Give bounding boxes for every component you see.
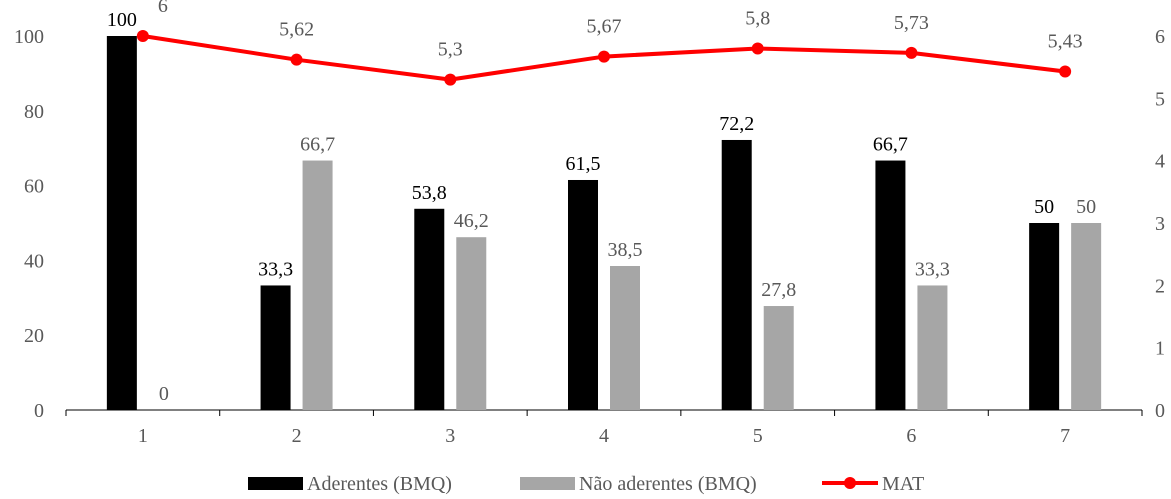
legend: Aderentes (BMQ) Não aderentes (BMQ) MAT xyxy=(248,473,924,495)
data-label-aderentes: 100 xyxy=(107,9,137,31)
bar-aderentes xyxy=(721,139,752,411)
data-label-mat: 5,73 xyxy=(894,12,929,34)
line-series xyxy=(136,30,1072,86)
data-labels: 100 33,3 53,8 61,5 72,2 66,7 50 0 66,7 46,2 38,5 27… xyxy=(107,0,1096,405)
category-label: 4 xyxy=(599,425,609,447)
data-label-nao-aderentes: 0 xyxy=(159,383,169,405)
bar-nao-aderentes xyxy=(456,237,487,410)
bar-nao-aderentes xyxy=(610,266,640,410)
data-label-mat: 5,8 xyxy=(745,7,770,29)
right-tick-label: 0 xyxy=(1155,400,1165,422)
point-mat xyxy=(444,73,457,86)
left-tick-label: 80 xyxy=(24,101,44,123)
category-label: 1 xyxy=(138,425,148,447)
right-tick-label: 1 xyxy=(1155,338,1165,360)
category-labels: 1 2 3 4 5 6 7 xyxy=(138,425,1070,447)
data-label-mat: 6 xyxy=(158,0,168,17)
category-label: 5 xyxy=(753,425,763,447)
bar-aderentes xyxy=(1029,223,1060,410)
bar-aderentes xyxy=(414,208,445,410)
data-label-aderentes: 66,7 xyxy=(873,134,908,156)
point-mat xyxy=(751,42,764,55)
left-axis-ticks: 0 20 40 60 80 100 xyxy=(14,26,44,422)
data-label-aderentes: 72,2 xyxy=(719,113,754,135)
data-label-aderentes: 61,5 xyxy=(566,153,601,175)
point-mat xyxy=(598,50,610,63)
category-label: 6 xyxy=(906,425,916,447)
point-mat xyxy=(290,53,303,66)
legend-label: Aderentes (BMQ) xyxy=(307,473,452,495)
bar-nao-aderentes xyxy=(302,160,333,410)
bar-nao-aderentes xyxy=(763,306,794,410)
left-tick-label: 40 xyxy=(24,250,44,272)
category-label: 7 xyxy=(1060,425,1070,447)
right-tick-label: 2 xyxy=(1155,275,1165,297)
data-label-nao-aderentes: 27,8 xyxy=(761,279,796,301)
left-tick-label: 60 xyxy=(24,176,44,198)
bars xyxy=(106,36,1102,411)
bar-aderentes xyxy=(568,179,598,410)
bar-aderentes xyxy=(106,36,137,410)
left-tick-label: 0 xyxy=(34,400,44,422)
left-tick-label: 100 xyxy=(14,26,44,48)
legend-label: Não aderentes (BMQ) xyxy=(579,473,757,495)
category-label: 2 xyxy=(292,425,302,447)
right-tick-label: 6 xyxy=(1155,26,1165,48)
data-label-aderentes: 50 xyxy=(1034,196,1054,218)
legend-swatch-marker xyxy=(844,477,856,489)
data-label-nao-aderentes: 33,3 xyxy=(915,258,950,280)
x-axis-tick-marks xyxy=(65,410,1143,416)
point-mat xyxy=(905,46,918,59)
legend-swatch xyxy=(248,477,303,490)
left-tick-label: 20 xyxy=(24,325,44,347)
bar-nao-aderentes xyxy=(917,285,948,410)
data-label-mat: 5,43 xyxy=(1048,31,1083,53)
data-label-mat: 5,67 xyxy=(587,16,622,38)
bar-aderentes xyxy=(875,160,906,410)
data-label-nao-aderentes: 38,5 xyxy=(608,239,643,261)
data-label-aderentes: 53,8 xyxy=(412,182,447,204)
bar-aderentes xyxy=(260,285,291,410)
legend-label: MAT xyxy=(882,473,924,495)
right-tick-label: 5 xyxy=(1155,88,1165,110)
data-label-aderentes: 33,3 xyxy=(258,258,293,280)
point-mat xyxy=(136,30,149,42)
data-label-nao-aderentes: 66,7 xyxy=(300,134,335,156)
right-tick-label: 3 xyxy=(1155,213,1165,235)
data-label-nao-aderentes: 46,2 xyxy=(454,210,489,232)
right-axis-ticks: 0 1 2 3 4 5 6 xyxy=(1155,26,1165,422)
data-label-mat: 5,62 xyxy=(279,19,314,41)
legend-swatch xyxy=(520,477,575,490)
right-tick-label: 4 xyxy=(1155,151,1165,173)
category-label: 3 xyxy=(445,425,455,447)
point-mat xyxy=(1059,65,1072,78)
bar-nao-aderentes xyxy=(1071,223,1102,410)
data-label-nao-aderentes: 50 xyxy=(1076,196,1096,218)
data-label-mat: 5,3 xyxy=(438,39,463,61)
